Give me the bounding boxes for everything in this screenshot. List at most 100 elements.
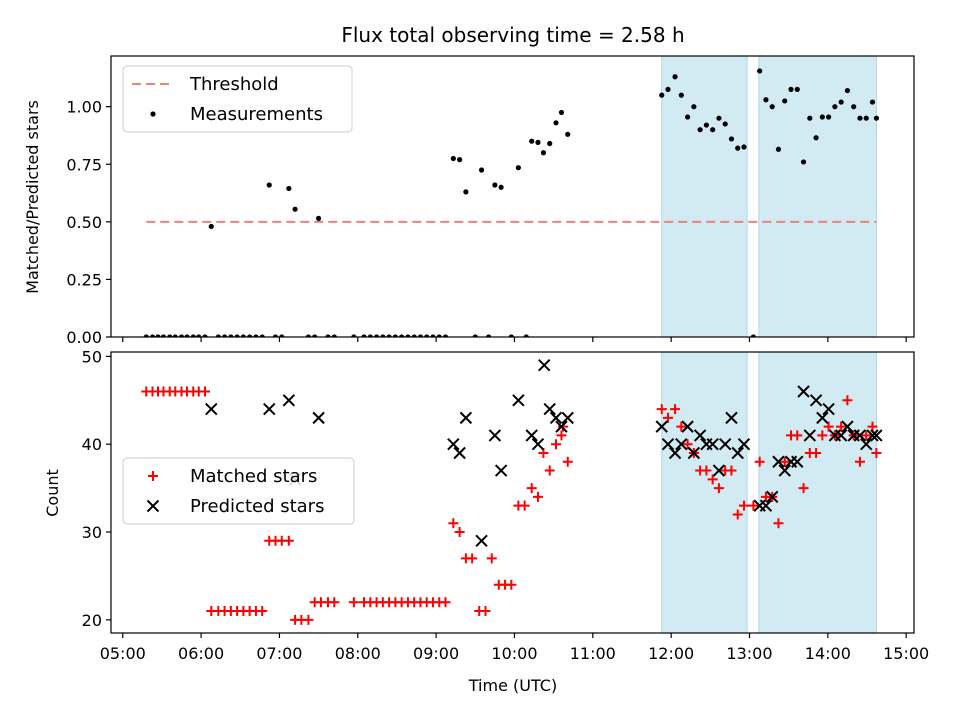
legend-entry-label: Measurements [190, 104, 323, 125]
matched-star-point [329, 597, 340, 608]
matched-star-point [748, 500, 759, 511]
matched-star-point [670, 404, 681, 415]
matched-star-point [506, 579, 517, 590]
measurement-point [149, 334, 156, 337]
measurement-point [540, 150, 547, 156]
predicted-star-point [860, 437, 873, 451]
predicted-star-point [282, 394, 296, 407]
matched-star-point [448, 518, 459, 529]
measurement-point [279, 334, 285, 337]
measurement-point [558, 109, 565, 116]
measurement-point [492, 182, 498, 188]
matched-star-point [454, 527, 465, 538]
measurement-point [741, 144, 747, 150]
measurement-point [184, 334, 190, 337]
predicted-star-point [459, 411, 473, 425]
measurement-point [247, 334, 253, 337]
measurement-point [367, 334, 373, 337]
x-tick-label: 15:00 [883, 644, 929, 663]
x-tick-label: 13:00 [726, 644, 772, 663]
matched-star-point [738, 500, 749, 511]
predicted-star-point [803, 429, 817, 442]
measurement-point [763, 97, 769, 103]
measurement-point [826, 114, 832, 120]
legend-measurement-swatch [150, 111, 156, 117]
predicted-star-point [661, 437, 675, 451]
matched-star-point [854, 456, 865, 467]
measurement-point [160, 334, 167, 337]
predicted-star-point [453, 446, 466, 460]
matched-star-point [701, 465, 712, 476]
y-tick-label: 0.00 [66, 328, 102, 347]
measurement-point [535, 139, 541, 145]
matched-star-point [842, 395, 853, 406]
measurement-point [424, 334, 430, 337]
matched-star-point [707, 474, 718, 485]
predicted-star-point [841, 420, 854, 433]
measurement-point [769, 104, 775, 110]
measurement-point [272, 334, 279, 337]
measurement-point [208, 223, 214, 230]
matched-star-point [519, 500, 530, 511]
x-tick-label: 05:00 [100, 644, 146, 663]
measurement-point [259, 334, 265, 337]
measurement-point [221, 334, 228, 337]
measurement-point [202, 334, 208, 337]
predicted-star-point [668, 446, 682, 460]
matched-star-point [682, 439, 693, 450]
measurement-point [672, 74, 678, 80]
measurement-point [331, 334, 337, 337]
measurement-point [316, 215, 322, 221]
measurement-point [286, 185, 292, 192]
axes-frame [110, 55, 915, 338]
matched-star-point [811, 447, 822, 458]
matched-star-point [867, 421, 878, 432]
measurement-point [508, 334, 514, 337]
measurement-point [486, 334, 492, 337]
matched-star-point [257, 606, 268, 617]
measurement-point [430, 334, 436, 337]
predicted-star-point [488, 429, 502, 442]
x-tick-label: 12:00 [648, 644, 694, 663]
matched-star-point [798, 483, 809, 494]
matched-star-point [303, 614, 314, 625]
measurement-point [292, 206, 298, 212]
y-tick-label: 0.25 [66, 270, 102, 289]
measurement-point [498, 184, 504, 190]
measurement-point [813, 135, 819, 141]
predicted-star-point [853, 429, 867, 442]
legend-box [122, 65, 353, 133]
predicted-star-point [531, 437, 545, 451]
measurement-point [172, 334, 178, 337]
measurement-point [838, 99, 844, 105]
matched-star-point [676, 421, 687, 432]
y-tick-label: 0.75 [66, 155, 102, 174]
predicted-star-point [731, 446, 744, 460]
predicted-star-point [778, 464, 791, 477]
predicted-star-point [549, 411, 563, 425]
measurement-point [547, 140, 553, 147]
measurement-point [659, 92, 665, 98]
matched-star-point [480, 606, 491, 617]
predicted-star-point [706, 437, 719, 451]
legend-matched-swatch [148, 471, 158, 481]
measurement-point [228, 334, 234, 337]
matched-star-point [836, 421, 847, 432]
measurement-point [155, 334, 161, 337]
predicted-star-point [312, 411, 325, 425]
highlight-band [661, 352, 748, 633]
predicted-star-point [681, 420, 694, 433]
measurement-point [515, 165, 521, 171]
measurement-point [794, 86, 800, 92]
measurement-point [472, 334, 478, 337]
predicted-star-point [718, 437, 732, 451]
measurement-point [710, 127, 716, 133]
measurement-point [240, 334, 246, 337]
legend: Matched stars Predicted stars [122, 457, 355, 525]
x-tick-label: 14:00 [805, 644, 851, 663]
predicted-star-point [512, 394, 525, 407]
x-tick-label: 09:00 [413, 644, 459, 663]
matched-star-point [779, 456, 790, 467]
measurement-point [178, 334, 185, 337]
matched-star-point [817, 430, 828, 441]
